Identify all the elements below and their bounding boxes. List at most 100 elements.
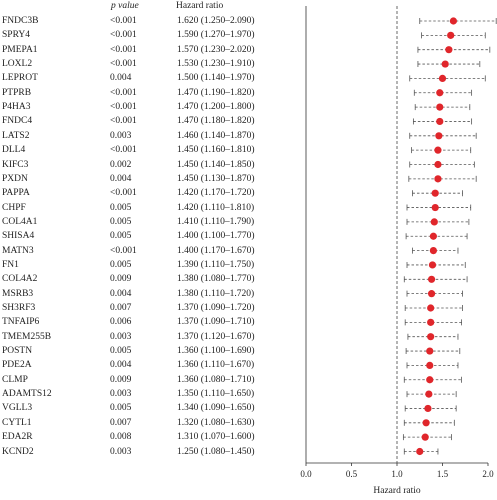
table-row: FNDC4 <0.001 1.470 (1.180–1.820): [0, 114, 300, 128]
hazard-ratio-ci: 1.310 (1.070–1.600): [177, 432, 255, 443]
gene-name: COL4A2: [2, 274, 38, 285]
hazard-ratio-ci: 1.400 (1.170–1.670): [177, 245, 255, 256]
table-row: SH3RF3 0.007 1.370 (1.090–1.720): [0, 301, 300, 315]
hr-point: [421, 433, 429, 441]
gene-name: CLMP: [2, 374, 28, 385]
hazard-ratio-ci: 1.370 (1.090–1.710): [177, 317, 255, 328]
hazard-ratio-ci: 1.320 (1.080–1.630): [177, 417, 255, 428]
hazard-ratio-ci: 1.360 (1.080–1.710): [177, 374, 255, 385]
hazard-ratio-ci: 1.380 (1.110–1.720): [177, 288, 255, 299]
hr-point: [436, 117, 444, 126]
table-row: PMEPA1 <0.001 1.570 (1.230–2.020): [0, 43, 300, 57]
hr-point: [425, 390, 433, 398]
hazard-ratio-ci: 1.370 (1.120–1.670): [177, 331, 255, 342]
p-value: 0.003: [110, 331, 132, 342]
hazard-ratio-ci: 1.620 (1.250–2.090): [177, 16, 255, 26]
gene-name: KCND2: [2, 446, 34, 457]
hr-point: [430, 218, 438, 226]
hr-point: [427, 318, 435, 326]
table-row: LEPROT 0.004 1.500 (1.140–1.970): [0, 71, 300, 85]
gene-name: SPRY4: [2, 30, 30, 41]
hazard-ratio-ci: 1.470 (1.190–1.820): [177, 87, 255, 98]
hazard-ratio-ci: 1.420 (1.110–1.810): [177, 202, 255, 213]
hazard-ratio-ci: 1.450 (1.140–1.850): [177, 159, 255, 170]
table-row: LATS2 0.003 1.460 (1.140–1.870): [0, 129, 300, 143]
gene-name: ADAMTS12: [2, 389, 52, 400]
hr-point: [429, 247, 437, 255]
hazard-ratio-ci: 1.340 (1.090–1.650): [177, 403, 255, 414]
hr-point: [426, 376, 434, 384]
p-value-column-header: p value: [111, 1, 139, 11]
hr-point: [416, 447, 424, 456]
hazard-ratio-ci: 1.350 (1.110–1.650): [177, 389, 255, 400]
table-row: KIFC3 0.002 1.450 (1.140–1.850): [0, 158, 300, 172]
table-row: TMEM255B 0.003 1.370 (1.120–1.670): [0, 330, 300, 344]
gene-name: LEPROT: [2, 73, 38, 84]
gene-name: LATS2: [2, 130, 30, 141]
hazard-ratio-ci: 1.380 (1.080–1.770): [177, 274, 255, 285]
p-value: 0.005: [110, 216, 132, 227]
hazard-ratio-ci: 1.570 (1.230–2.020): [177, 44, 255, 55]
p-value: 0.003: [110, 446, 132, 457]
p-value: 0.005: [110, 231, 132, 242]
hazard-ratio-ci: 1.360 (1.100–1.690): [177, 346, 255, 357]
gene-name: COL4A1: [2, 216, 38, 227]
hr-point: [424, 404, 432, 413]
p-value: <0.001: [110, 16, 137, 26]
gene-name: CHPF: [2, 202, 26, 213]
hr-point: [447, 31, 455, 39]
gene-name: PDE2A: [2, 360, 32, 371]
hazard-ratio-ci: 1.390 (1.110–1.750): [177, 259, 255, 270]
x-axis-label: Hazard ratio: [373, 486, 420, 496]
hazard-ratio-ci: 1.400 (1.100–1.770): [177, 231, 255, 242]
x-tick-label: 2.0: [482, 469, 494, 479]
p-value: <0.001: [110, 30, 137, 41]
p-value: <0.001: [110, 102, 137, 113]
hazard-ratio-ci: 1.360 (1.110–1.670): [177, 360, 255, 371]
gene-name: DLL4: [2, 145, 26, 156]
hazard-ratio-ci: 1.500 (1.140–1.970): [177, 73, 255, 84]
table-row: COL4A1 0.005 1.410 (1.110–1.790): [0, 215, 300, 229]
p-value: 0.005: [110, 403, 132, 414]
gene-name: FNDC3B: [2, 16, 39, 26]
table-row: P4HA3 <0.001 1.470 (1.200–1.800): [0, 100, 300, 114]
hr-point: [427, 290, 436, 298]
hr-point: [436, 89, 444, 97]
gene-name: SHISA4: [2, 231, 35, 242]
gene-name: SH3RF3: [2, 303, 36, 313]
p-value: <0.001: [110, 245, 137, 256]
gene-name: LOXL2: [2, 59, 33, 70]
hr-point: [436, 103, 444, 111]
hazard-ratio-ci: 1.450 (1.160–1.810): [177, 145, 255, 156]
hazard-ratio-ci: 1.470 (1.200–1.800): [177, 102, 255, 113]
table-row: POSTN 0.005 1.360 (1.100–1.690): [0, 344, 300, 358]
p-value: 0.003: [110, 130, 132, 141]
hr-point: [438, 74, 447, 82]
hazard-ratio-ci: 1.450 (1.130–1.870): [177, 173, 255, 184]
gene-name: PXDN: [2, 173, 28, 184]
table-row: CLMP 0.009 1.360 (1.080–1.710): [0, 373, 300, 387]
gene-name: POSTN: [2, 346, 33, 357]
hazard-ratio-ci: 1.470 (1.180–1.820): [177, 116, 255, 127]
gene-name: EDA2R: [2, 432, 33, 443]
x-tick-label: 0.0: [300, 469, 312, 479]
table-row: PTPRB <0.001 1.470 (1.190–1.820): [0, 86, 300, 100]
table-row: KCND2 0.003 1.250 (1.080–1.450): [0, 445, 300, 459]
p-value: 0.004: [110, 173, 132, 184]
hr-point: [428, 261, 437, 269]
table-row: DLL4 <0.001 1.450 (1.160–1.810): [0, 143, 300, 157]
hr-point: [429, 232, 437, 240]
hr-point: [434, 160, 442, 169]
gene-name: FN1: [2, 259, 19, 270]
p-value: 0.003: [110, 389, 132, 400]
p-value: 0.004: [110, 360, 132, 371]
p-value: 0.004: [110, 73, 132, 84]
hr-point: [422, 419, 430, 427]
hazard-ratio-ci: 1.370 (1.090–1.720): [177, 303, 255, 313]
hr-point: [441, 60, 449, 68]
table-row: MATN3 <0.001 1.400 (1.170–1.670): [0, 244, 300, 258]
gene-name: PTPRB: [2, 87, 32, 98]
hr-point: [427, 275, 436, 283]
p-value: <0.001: [110, 116, 137, 127]
